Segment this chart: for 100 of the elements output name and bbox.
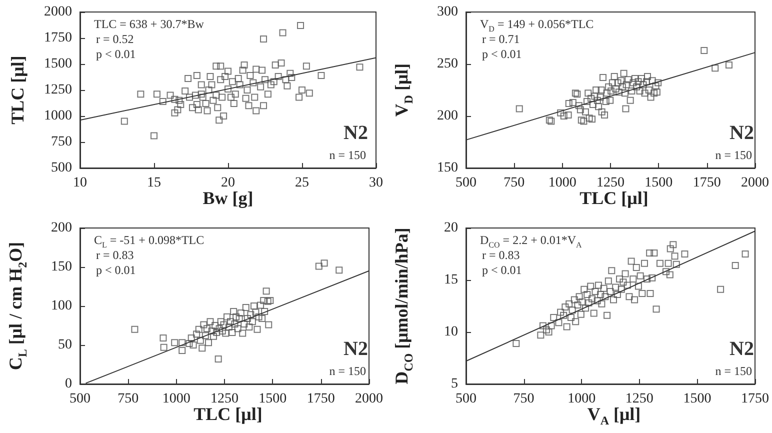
x-tick-label: 10 — [73, 176, 87, 190]
point — [236, 314, 243, 322]
point — [262, 288, 270, 295]
point — [315, 262, 322, 270]
point — [208, 327, 216, 334]
y-tick-label: 750 — [51, 134, 72, 150]
x-tick-label: 1750 — [741, 392, 769, 406]
x-tick-label: 1250 — [596, 176, 624, 190]
y-tick-label: 15 — [444, 272, 458, 288]
point — [131, 326, 138, 333]
x-tick-label: 1750 — [692, 176, 721, 190]
x-axis-title: Bw [g] — [202, 188, 254, 209]
point — [160, 334, 167, 342]
y-axis-title: TLC [μl] — [8, 56, 28, 124]
annotation: r = 0.83 — [96, 248, 134, 263]
point — [186, 340, 193, 347]
x-tick-label: 750 — [118, 392, 139, 406]
point — [254, 326, 261, 333]
point — [220, 321, 228, 328]
point — [188, 334, 195, 342]
x-tick-label: 1000 — [548, 176, 576, 190]
point — [248, 318, 256, 326]
y-tick-label: 20 — [444, 220, 458, 236]
annotation: TLC = 638 + 30.7*Bw — [94, 17, 204, 32]
point — [250, 302, 258, 310]
point — [200, 321, 208, 328]
point — [222, 330, 230, 337]
y-tick-label: 1500 — [44, 56, 72, 72]
point — [214, 356, 222, 363]
point — [237, 310, 244, 317]
x-tick-label: 500 — [70, 392, 90, 406]
y-tick-label: 1750 — [44, 30, 72, 46]
point — [196, 336, 204, 344]
annotation: r = 0.71 — [482, 32, 520, 47]
annotation: n = 150 — [715, 148, 752, 163]
x-tick-label: 500 — [456, 392, 476, 406]
point — [202, 332, 209, 340]
x-tick-label: 20 — [221, 176, 235, 190]
point — [225, 324, 232, 331]
point — [212, 322, 219, 329]
annotation: N2 — [344, 122, 368, 144]
point — [226, 318, 234, 326]
y-tick-label: 200 — [51, 220, 72, 236]
x-tick-label: 750 — [504, 176, 525, 190]
annotation: n = 150 — [329, 148, 366, 163]
y-tick-label: 50 — [58, 338, 72, 352]
annotation: N2 — [344, 338, 368, 360]
x-tick-label: 500 — [456, 176, 476, 190]
x-tick-label: 1500 — [258, 392, 287, 406]
point — [198, 344, 206, 352]
point — [224, 313, 231, 320]
y-tick-label: 150 — [51, 260, 72, 274]
point — [228, 329, 236, 336]
point — [265, 321, 272, 328]
point — [242, 304, 250, 312]
point — [193, 330, 200, 338]
annotation: r = 0.52 — [96, 32, 134, 47]
point — [266, 297, 274, 304]
point — [217, 318, 224, 326]
point — [218, 327, 226, 334]
x-tick-label: 2000 — [741, 176, 769, 190]
y-tick-label: 200 — [437, 108, 458, 124]
y-tick-label: 1000 — [44, 108, 72, 124]
point — [203, 325, 210, 332]
point — [264, 298, 272, 305]
y-tick-label: 2000 — [44, 4, 72, 20]
x-tick-label: 1250 — [210, 392, 238, 406]
point — [320, 260, 328, 267]
y-tick-label: 5 — [451, 376, 458, 392]
x-tick-label: 2000 — [355, 392, 383, 406]
x-tick-label: 1250 — [625, 392, 654, 406]
annotation: p < 0.01 — [482, 47, 522, 62]
x-axis-title: TLC [μl] — [580, 188, 648, 209]
y-tick-label: 150 — [437, 160, 458, 176]
point — [178, 346, 186, 354]
annotation: N2 — [730, 338, 754, 360]
x-tick-label: 1500 — [683, 392, 712, 406]
point — [210, 332, 218, 340]
point — [195, 326, 202, 333]
point — [231, 320, 238, 328]
y-tick-label: 300 — [437, 4, 458, 20]
point — [213, 329, 220, 336]
x-tick-label: 25 — [295, 176, 309, 190]
y-tick-label: 100 — [51, 298, 72, 314]
annotation: n = 150 — [329, 364, 366, 379]
x-tick-label: 750 — [513, 392, 534, 406]
point — [230, 308, 238, 315]
point — [261, 308, 268, 315]
point — [239, 330, 246, 337]
point — [244, 314, 251, 322]
annotation: r = 0.83 — [482, 248, 520, 263]
y-tick-label: 0 — [65, 376, 72, 392]
annotation: V$_{D}$ = 149 + 0.056*TLC — [480, 17, 594, 34]
point — [246, 324, 253, 331]
point — [336, 266, 343, 274]
point — [160, 344, 168, 351]
annotation: C$_{L}$ = -51 + 0.098*TLC — [94, 233, 204, 250]
point — [258, 314, 266, 322]
x-tick-label: 30 — [369, 176, 383, 190]
x-tick-label: 1750 — [306, 392, 335, 406]
